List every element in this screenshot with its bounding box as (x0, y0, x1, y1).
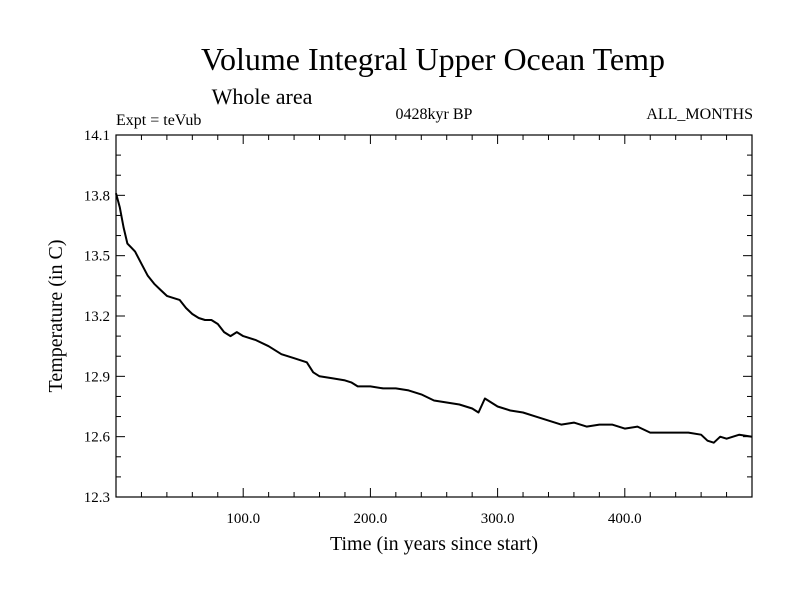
y-tick-label: 14.1 (84, 128, 110, 144)
y-tick-label: 13.8 (84, 188, 110, 204)
annotation-period: 0428kyr BP (396, 106, 473, 123)
annotation-months: ALL_MONTHS (646, 106, 753, 123)
x-tick-label: 300.0 (481, 511, 515, 527)
y-tick-label: 13.2 (84, 309, 110, 325)
chart-subtitle: Whole area (212, 84, 313, 109)
x-tick-label: 200.0 (354, 511, 388, 527)
axis-ticks (116, 135, 752, 497)
x-axis-label: Time (in years since start) (330, 533, 538, 555)
annotation-expt: Expt = teVub (116, 112, 201, 129)
chart-title: Volume Integral Upper Ocean Temp (201, 41, 665, 77)
y-tick-label: 13.5 (84, 249, 110, 265)
plot-frame (115, 134, 753, 498)
x-tick-label: 400.0 (608, 511, 642, 527)
x-tick-label: 100.0 (226, 511, 260, 527)
y-tick-label: 12.6 (84, 430, 111, 446)
series-line (115, 193, 753, 444)
y-tick-label: 12.3 (84, 490, 110, 506)
tick-labels: 100.0 200.0 300.0 400.0 12.3 12.6 12.9 13.2 13.5… (84, 128, 642, 527)
y-tick-label: 12.9 (84, 369, 110, 385)
y-axis-label: Temperature (in C) (45, 240, 67, 393)
